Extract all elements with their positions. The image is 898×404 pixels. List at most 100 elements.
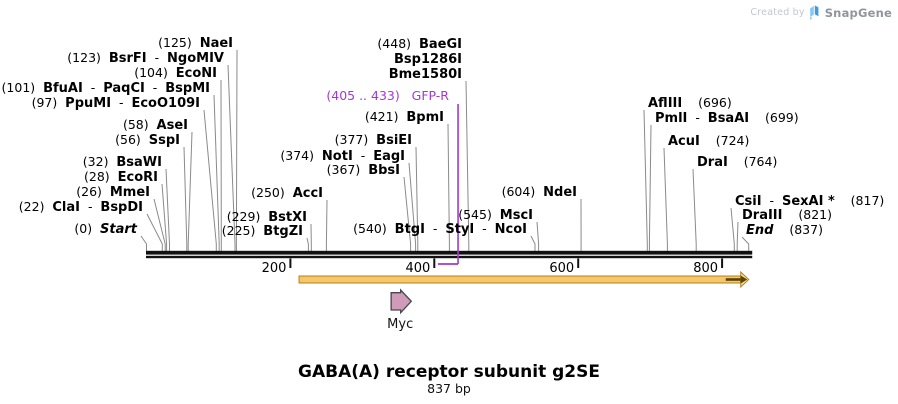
leader-line xyxy=(741,236,750,252)
feature-myc-arrow[interactable] xyxy=(390,288,413,315)
site-label-PpuMI[interactable]: (97) PpuMI - EcoO109I xyxy=(32,95,200,111)
label-segment: (421) xyxy=(365,109,407,124)
label-segment: (101) xyxy=(2,80,44,95)
site-label-BaeGI[interactable]: Bsp1286I xyxy=(394,52,462,67)
site-label-BfuAI[interactable]: (101) BfuAI - PaqCI - BspMI xyxy=(2,80,210,96)
site-label-MmeI[interactable]: (26) MmeI xyxy=(76,184,150,200)
site-label-NaeI[interactable]: (125) NaeI xyxy=(158,35,233,51)
label-segment: NgoMIV xyxy=(167,51,224,66)
site-label-BbsI[interactable]: (367) BbsI xyxy=(327,162,400,178)
site-label-BtgZI[interactable]: (225) BtgZI xyxy=(222,223,303,239)
sequence-bar-bottom xyxy=(146,255,753,259)
label-segment: (123) xyxy=(67,50,109,65)
leader-line xyxy=(663,147,668,252)
label-segment: BaeGI xyxy=(419,37,462,52)
leader-line xyxy=(306,237,309,252)
leader-line xyxy=(146,213,163,252)
site-label-CsiI[interactable]: CsiI - SexAI * (817) xyxy=(735,193,884,209)
ruler-number: 200 xyxy=(262,261,287,276)
site-label-BsrFI[interactable]: (123) BsrFI - NgoMIV xyxy=(67,50,224,66)
label-segment: StyI xyxy=(445,222,474,237)
label-segment: - xyxy=(147,50,167,65)
label-segment: DraI xyxy=(697,155,728,170)
label-segment: End xyxy=(746,223,774,238)
leader-line xyxy=(187,131,193,252)
label-segment: (817) xyxy=(835,193,885,208)
label-segment: Bme1580I xyxy=(389,67,462,82)
site-label-BaeGI[interactable]: Bme1580I xyxy=(389,67,462,82)
leader-line xyxy=(415,146,419,252)
site-label-Start[interactable]: (0) Start xyxy=(74,221,137,237)
label-segment: Bsp1286I xyxy=(394,52,462,67)
label-segment: (448) xyxy=(377,36,419,51)
site-label-BtgI[interactable]: (540) BtgI - StyI - NcoI xyxy=(353,221,527,237)
label-segment: (724) xyxy=(700,133,750,148)
site-label-BpmI[interactable]: (421) BpmI xyxy=(365,109,444,125)
label-segment: (250) xyxy=(251,185,293,200)
leader-line xyxy=(227,64,236,252)
site-label-BstXI[interactable]: (229) BstXI xyxy=(227,209,307,225)
leader-line xyxy=(447,123,450,252)
label-segment: - xyxy=(687,110,707,125)
leader-line xyxy=(692,168,697,252)
site-label-MscI[interactable]: (545) MscI xyxy=(458,207,533,223)
site-label-AseI[interactable]: (58) AseI xyxy=(123,117,188,133)
label-segment: (821) xyxy=(783,207,833,222)
label-segment: BtgZI xyxy=(263,224,303,239)
site-label-SspI[interactable]: (56) SspI xyxy=(115,132,180,148)
site-label-NdeI[interactable]: (604) NdeI xyxy=(502,184,577,200)
label-segment: (837) xyxy=(773,222,823,237)
site-label-End[interactable]: End (837) xyxy=(746,222,823,238)
label-segment: - xyxy=(474,221,494,236)
ruler-number: 800 xyxy=(693,261,718,276)
label-segment: (540) xyxy=(353,221,395,236)
label-segment: BfuAI xyxy=(43,81,83,96)
label-segment: (32) xyxy=(83,154,117,169)
label-segment: (26) xyxy=(76,184,110,199)
label-segment: (97) xyxy=(32,95,66,110)
leader-line xyxy=(213,94,220,252)
label-segment: (58) xyxy=(123,117,157,132)
site-label-EcoRI[interactable]: (28) EcoRI xyxy=(84,169,158,185)
label-segment: (56) xyxy=(115,132,149,147)
label-segment: BstXI xyxy=(268,210,307,225)
label-segment: (696) xyxy=(682,95,732,110)
label-segment: - xyxy=(83,80,103,95)
brand-text: SnapGene xyxy=(824,5,892,20)
site-label-DraI[interactable]: DraI (764) xyxy=(697,154,777,170)
leader-line xyxy=(465,80,470,252)
site-label-EcoNI[interactable]: (104) EcoNI xyxy=(134,65,217,81)
label-segment: SexAI * xyxy=(782,194,835,209)
label-segment: NaeI xyxy=(200,36,233,51)
label-segment: MscI xyxy=(500,208,533,223)
site-label-BsiEI[interactable]: (377) BsiEI xyxy=(335,132,412,148)
ruler-number: 600 xyxy=(549,261,574,276)
leader-line xyxy=(408,162,417,252)
label-segment: BsiEI xyxy=(376,133,412,148)
created-by-text: Created by xyxy=(750,7,805,18)
site-label-AflIII[interactable]: AflIII (696) xyxy=(648,95,732,111)
feature-cds-core-head xyxy=(740,275,748,284)
leader-line xyxy=(730,207,735,252)
label-segment: - xyxy=(111,95,131,110)
primer-label-GFP-R[interactable]: (405 .. 433) GFP-R xyxy=(326,88,449,103)
label-segment: EcoRI xyxy=(118,170,158,185)
label-segment: (367) xyxy=(327,162,369,177)
label-segment: BbsI xyxy=(368,163,400,178)
site-label-BaeGI[interactable]: (448) BaeGI xyxy=(377,36,462,52)
label-segment: - xyxy=(353,148,373,163)
feature-cds-body[interactable] xyxy=(298,275,742,284)
label-segment: (764) xyxy=(728,154,778,169)
leader-line xyxy=(183,146,188,252)
site-label-NotI[interactable]: (374) NotI - EagI xyxy=(280,148,405,164)
site-label-PmlI[interactable]: PmlI - BsaAI (699) xyxy=(655,110,799,126)
site-label-DraIII[interactable]: DraIII (821) xyxy=(742,207,832,223)
site-label-ClaI[interactable]: (22) ClaI - BspDI xyxy=(19,199,143,215)
leader-line xyxy=(235,49,238,252)
site-label-AccI[interactable]: (250) AccI xyxy=(251,185,323,201)
attribution: Created by SnapGene xyxy=(750,5,892,20)
feature-myc-label[interactable]: Myc xyxy=(387,317,413,332)
site-label-AcuI[interactable]: AcuI (724) xyxy=(668,133,749,149)
leader-line xyxy=(536,221,540,252)
site-label-BsaWI[interactable]: (32) BsaWI xyxy=(83,154,162,170)
